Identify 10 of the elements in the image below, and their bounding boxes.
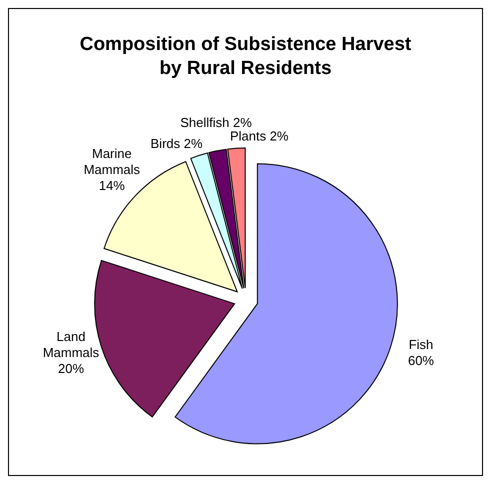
slice-label: Fish xyxy=(408,336,434,352)
slice-label: Birds 2% xyxy=(150,136,203,151)
slice-label: Land Mammals xyxy=(42,328,100,360)
slice-label: Shellfish 2% xyxy=(180,114,252,130)
chart-title: Composition of Subsistence Harvest by Rural Residents xyxy=(80,34,412,79)
data-label: 60% xyxy=(408,352,434,368)
slice-label: Plants 2% xyxy=(230,128,289,144)
data-label: 20% xyxy=(58,360,84,376)
slice-label: Marine Mammals xyxy=(84,146,141,178)
data-label: 14% xyxy=(98,178,126,194)
